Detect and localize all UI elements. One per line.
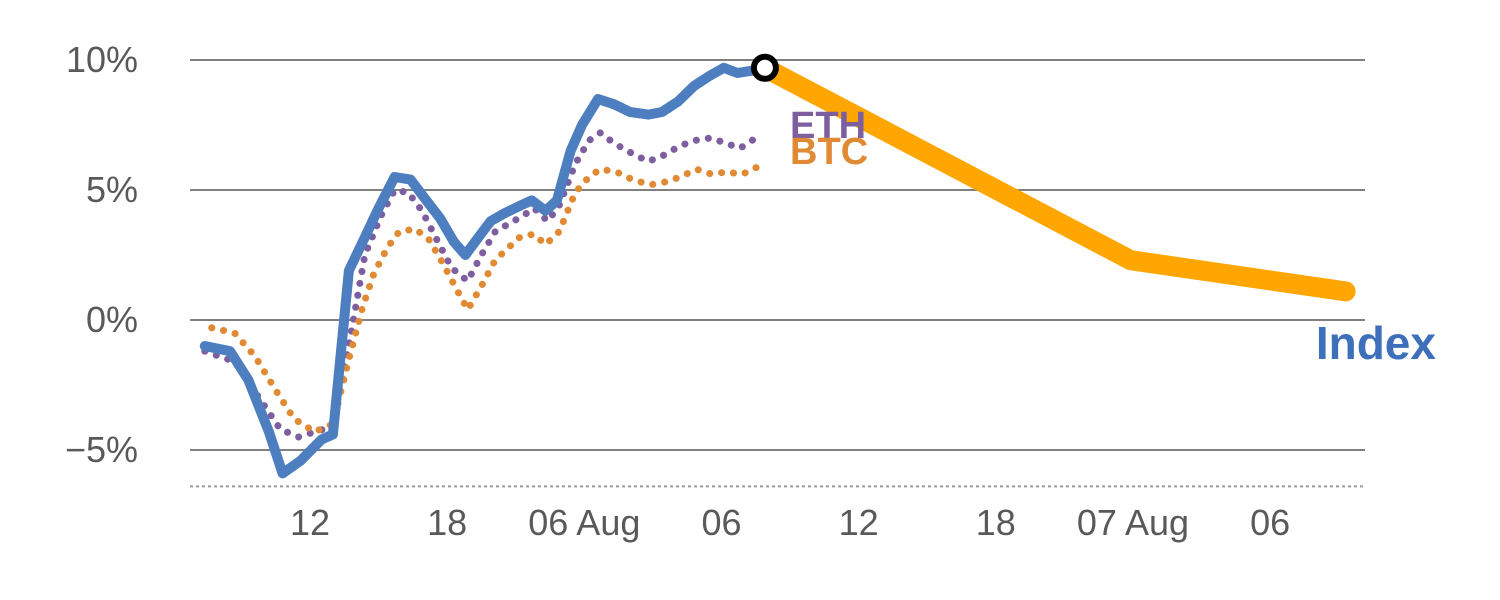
index-line (199, 62, 770, 479)
series-label-btc: BTC (790, 131, 868, 173)
series-label-index: Index (1316, 317, 1437, 369)
y-axis-tick-label: 10% (66, 39, 138, 80)
x-axis-tick-label: 06 (1250, 502, 1290, 543)
x-axis-tick-label: 06 Aug (528, 502, 640, 543)
x-axis-tick-label: 06 (701, 502, 741, 543)
index-forecast-line (754, 57, 1356, 302)
y-axis-tick-label: 5% (86, 169, 138, 210)
x-axis-tick-label: 12 (839, 502, 879, 543)
y-axis-tick-label: 0% (86, 299, 138, 340)
x-axis-tick-label: 12 (290, 502, 330, 543)
x-axis-tick-label: 18 (427, 502, 467, 543)
series-label-eth: ETH (790, 105, 866, 147)
y-axis-tick-label: −5% (65, 429, 138, 470)
btc-line (208, 163, 762, 436)
series-endpoint-handle[interactable] (750, 53, 779, 82)
x-axis-tick-label: 18 (976, 502, 1016, 543)
x-axis-tick-label: 07 Aug (1077, 502, 1189, 543)
